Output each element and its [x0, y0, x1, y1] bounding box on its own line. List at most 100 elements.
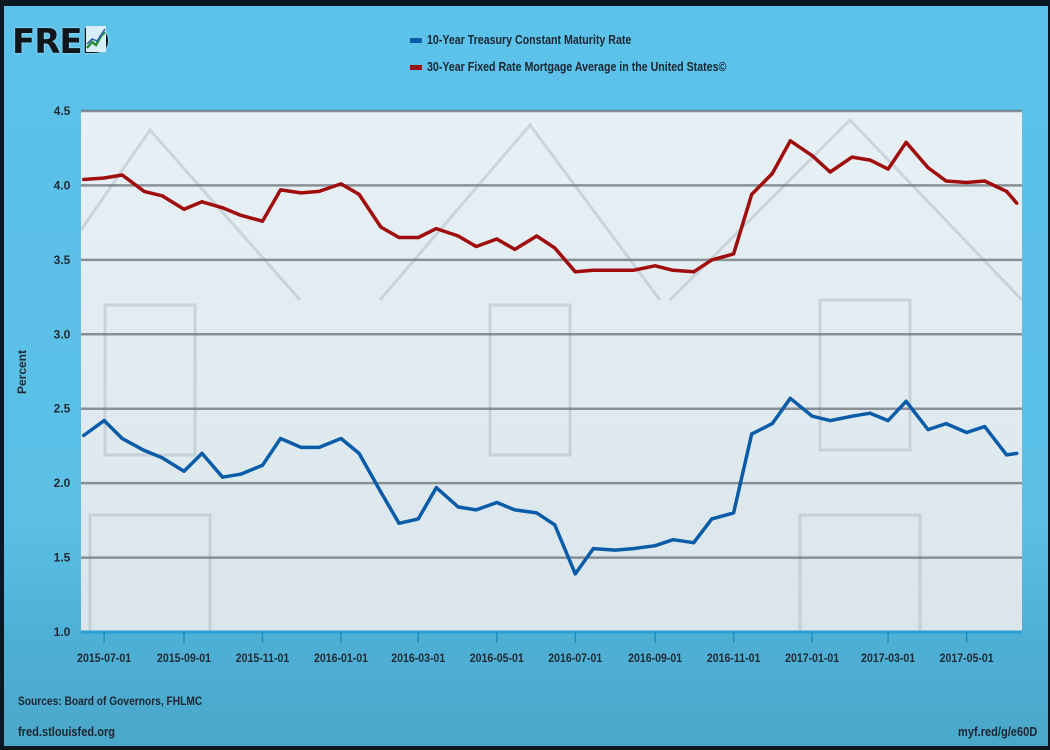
data-point [416, 235, 420, 240]
data-point [553, 523, 557, 527]
data-point [573, 270, 577, 274]
legend-swatch-mortgage [410, 64, 422, 70]
data-point [339, 436, 343, 441]
data-point [904, 399, 908, 403]
site-link[interactable]: fred.stlouisfed.org [18, 724, 116, 739]
data-point [965, 180, 969, 185]
data-point [160, 194, 164, 198]
x-tick-label: 2016-01-01 [314, 652, 368, 665]
data-point [474, 508, 478, 512]
data-point [613, 548, 617, 552]
data-point [102, 419, 106, 423]
data-point [221, 475, 225, 479]
data-point [239, 472, 243, 476]
data-point [357, 451, 361, 455]
x-tick-label: 2017-05-01 [940, 652, 994, 665]
data-point [692, 541, 696, 545]
data-point [1015, 201, 1019, 205]
data-point [299, 445, 303, 450]
data-point [810, 154, 814, 158]
data-point [965, 430, 969, 435]
data-point [81, 433, 86, 438]
data-point [456, 234, 460, 238]
data-point [513, 508, 517, 512]
data-point [868, 158, 872, 162]
data-point [357, 192, 361, 196]
data-point [553, 246, 557, 250]
x-tick-label: 2017-01-01 [785, 652, 839, 665]
data-point [710, 517, 714, 521]
y-axis-label: Percent [15, 350, 29, 394]
data-point [828, 170, 832, 174]
data-point [613, 268, 617, 272]
data-point [750, 192, 754, 196]
data-point [142, 189, 146, 193]
data-point [535, 511, 539, 515]
data-point [200, 200, 204, 204]
data-point [944, 179, 948, 183]
data-point [102, 176, 106, 180]
sources-note: Sources: Board of Governors, FHLMC [18, 694, 203, 708]
data-point [591, 268, 595, 272]
x-tick-label: 2015-11-01 [236, 652, 289, 665]
data-point [886, 167, 890, 171]
data-point [631, 268, 635, 272]
data-point [200, 451, 204, 455]
data-point [1004, 189, 1009, 193]
data-point [750, 432, 754, 436]
legend-swatch-treasury [410, 37, 422, 43]
x-tick-label: 2017-03-01 [861, 652, 915, 665]
data-point [926, 427, 930, 432]
data-point [671, 538, 675, 542]
data-point [692, 270, 696, 274]
x-tick-label: 2016-03-01 [391, 652, 445, 665]
data-point [770, 171, 774, 176]
data-point [339, 182, 343, 186]
y-tick-label: 4.5 [54, 104, 71, 118]
data-point [142, 448, 146, 452]
data-point [474, 244, 478, 249]
short-link[interactable]: myf.red/g/e60D [958, 724, 1038, 739]
data-point [260, 463, 265, 467]
data-point [653, 264, 657, 268]
data-point [850, 155, 854, 159]
data-point [120, 436, 124, 441]
x-tick-label: 2016-09-01 [628, 652, 682, 665]
fred-logo-graph-icon [86, 26, 106, 52]
legend-label-mortgage: 30-Year Fixed Rate Mortgage Average in t… [427, 60, 727, 74]
data-point [868, 411, 872, 415]
data-point [850, 414, 854, 418]
data-point [1004, 453, 1009, 457]
data-point [904, 140, 908, 144]
data-point [535, 234, 539, 238]
data-point [182, 207, 186, 211]
data-point [456, 505, 460, 509]
data-point [317, 189, 321, 193]
data-point [732, 252, 736, 256]
data-point [573, 572, 577, 576]
y-tick-label: 1.5 [54, 551, 71, 565]
data-point [120, 173, 124, 177]
data-point [983, 424, 987, 429]
data-point [591, 547, 595, 551]
data-point [788, 139, 792, 143]
x-tick-label: 2016-05-01 [470, 652, 524, 665]
data-point [788, 396, 792, 400]
data-point [732, 511, 736, 515]
data-point [416, 517, 420, 521]
data-point [653, 544, 657, 548]
data-point [278, 436, 283, 441]
x-tick-label: 2016-11-01 [707, 652, 760, 665]
data-point [221, 206, 225, 210]
data-point [495, 500, 499, 505]
x-tick-label: 2016-07-01 [548, 652, 602, 665]
data-point [495, 237, 499, 241]
data-point [828, 419, 832, 423]
data-point [983, 179, 987, 183]
data-point [299, 191, 303, 195]
data-point [434, 486, 438, 490]
data-point [260, 219, 265, 223]
data-point [379, 490, 383, 494]
y-tick-label: 2.0 [54, 476, 71, 490]
legend-item-treasury: 10-Year Treasury Constant Maturity Rate [410, 33, 631, 47]
